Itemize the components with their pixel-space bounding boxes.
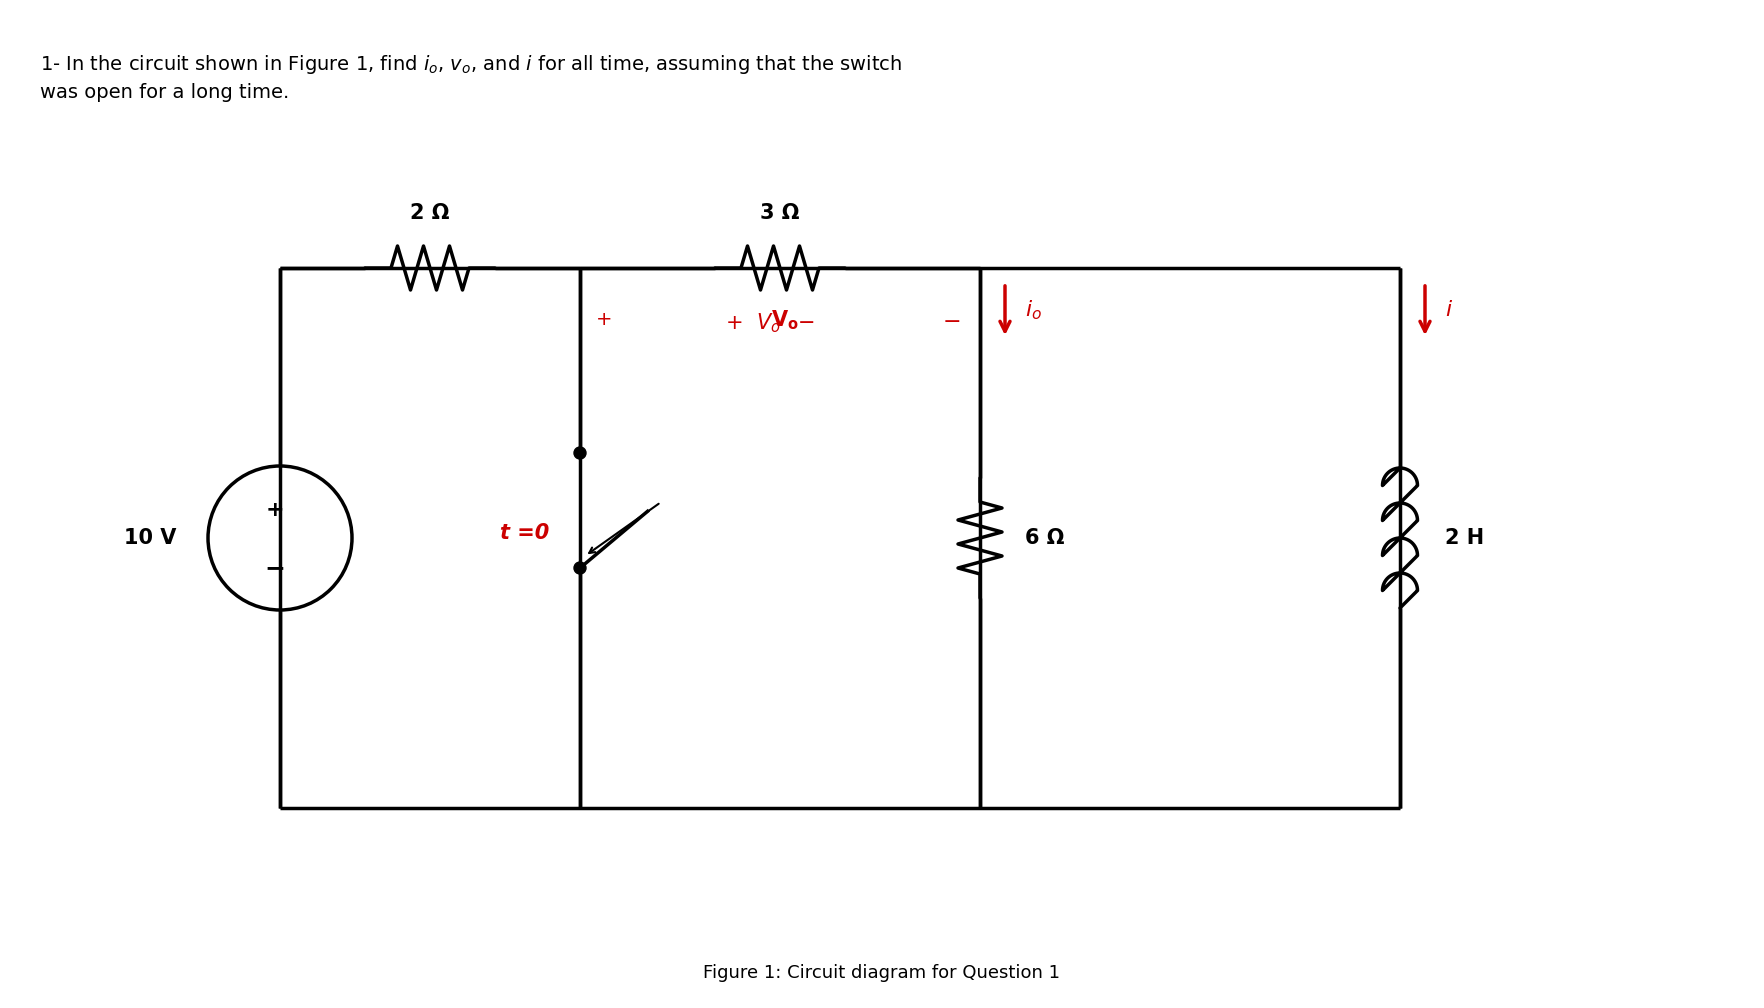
Text: Figure 1: Circuit diagram for Question 1: Figure 1: Circuit diagram for Question 1 [704, 964, 1060, 982]
Text: $\mathbf{V_o}$: $\mathbf{V_o}$ [771, 308, 799, 332]
Text: $-$: $-$ [942, 310, 960, 330]
Text: 1- In the circuit shown in Figure 1, find $i_o$, $v_o$, and $i$ for all time, as: 1- In the circuit shown in Figure 1, fin… [41, 53, 901, 103]
Circle shape [573, 562, 586, 574]
Text: 10 V: 10 V [123, 528, 176, 548]
Text: $\mathit{i}$: $\mathit{i}$ [1445, 300, 1454, 321]
Text: $\mathit{+\ \ V_o\ \ -}$: $\mathit{+\ \ V_o\ \ -}$ [725, 311, 815, 335]
Text: +: + [266, 500, 284, 520]
Text: 2 H: 2 H [1445, 528, 1484, 548]
Circle shape [573, 447, 586, 459]
Text: 2 Ω: 2 Ω [411, 203, 450, 223]
Text: −: − [265, 556, 286, 580]
Text: $+$: $+$ [594, 310, 612, 330]
Text: 3 Ω: 3 Ω [760, 203, 799, 223]
Text: 6 Ω: 6 Ω [1025, 528, 1064, 548]
Text: t =0: t =0 [501, 523, 550, 543]
Text: $\mathit{i_o}$: $\mathit{i_o}$ [1025, 298, 1043, 323]
